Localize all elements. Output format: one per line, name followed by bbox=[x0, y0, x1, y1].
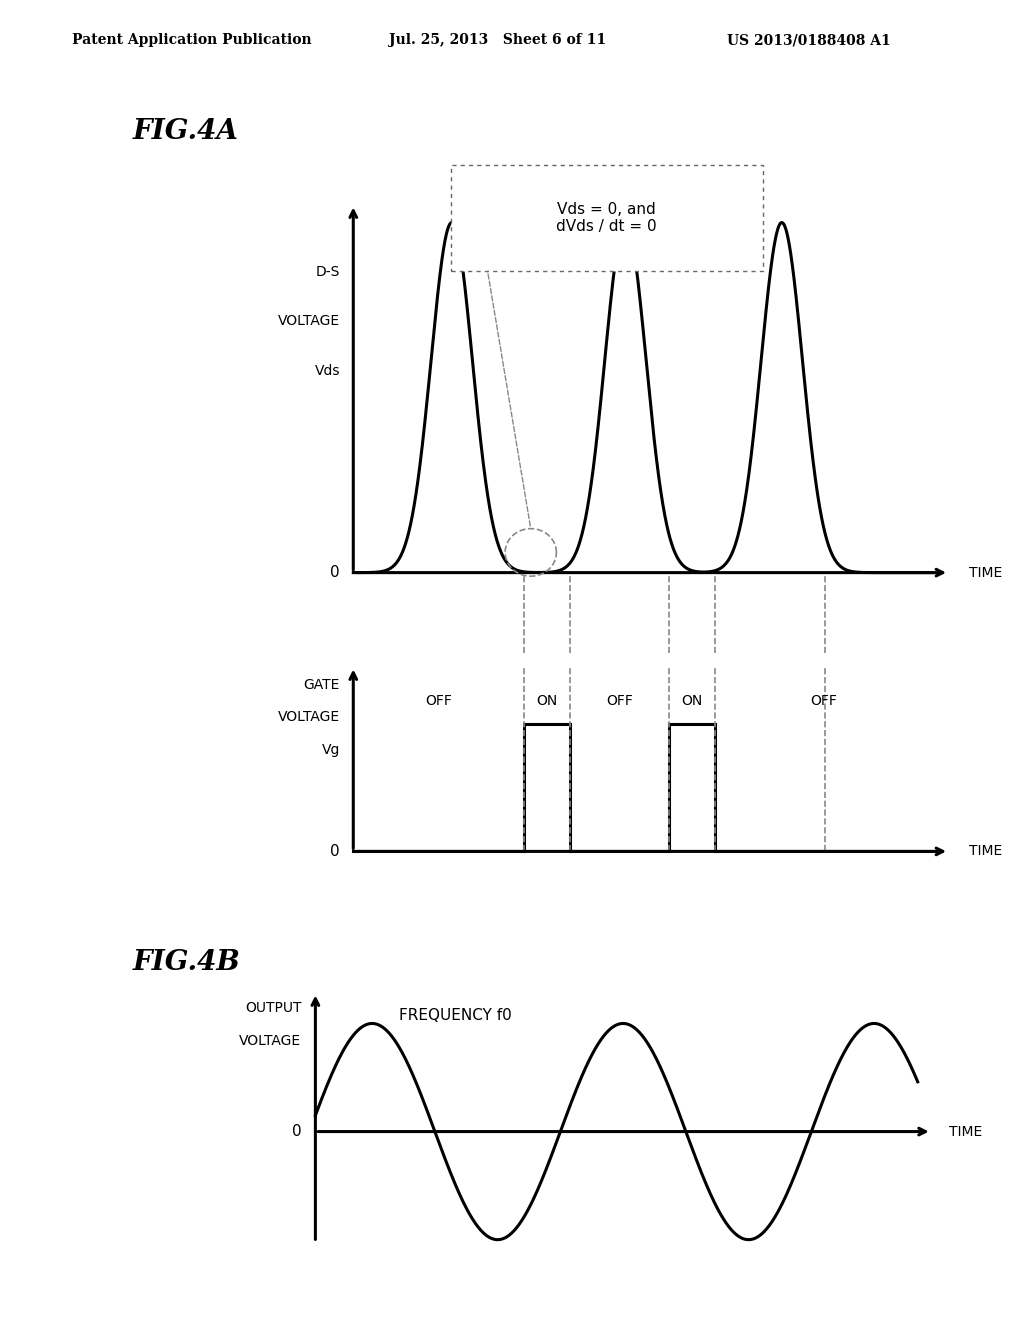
Text: FIG.4A: FIG.4A bbox=[133, 117, 239, 145]
Text: D-S: D-S bbox=[315, 265, 340, 279]
Text: 0: 0 bbox=[331, 565, 340, 579]
Text: FIG.4B: FIG.4B bbox=[133, 949, 241, 977]
Text: VOLTAGE: VOLTAGE bbox=[278, 314, 340, 329]
Text: OUTPUT: OUTPUT bbox=[245, 1001, 301, 1015]
Text: VOLTAGE: VOLTAGE bbox=[278, 710, 340, 725]
Text: OFF: OFF bbox=[606, 694, 633, 709]
Text: ON: ON bbox=[681, 694, 702, 709]
Text: VOLTAGE: VOLTAGE bbox=[240, 1035, 301, 1048]
Text: FREQUENCY f0: FREQUENCY f0 bbox=[399, 1008, 512, 1023]
Text: ON: ON bbox=[537, 694, 558, 709]
Text: 0: 0 bbox=[331, 843, 340, 859]
Text: Jul. 25, 2013   Sheet 6 of 11: Jul. 25, 2013 Sheet 6 of 11 bbox=[389, 33, 606, 48]
Text: OFF: OFF bbox=[810, 694, 838, 709]
Text: Vds: Vds bbox=[314, 363, 340, 378]
Text: 0: 0 bbox=[292, 1125, 301, 1139]
Text: TIME: TIME bbox=[949, 1125, 982, 1139]
Text: US 2013/0188408 A1: US 2013/0188408 A1 bbox=[727, 33, 891, 48]
Text: GATE: GATE bbox=[303, 678, 340, 692]
Text: OFF: OFF bbox=[425, 694, 453, 709]
Text: Vds = 0, and
dVds / dt = 0: Vds = 0, and dVds / dt = 0 bbox=[556, 202, 657, 234]
Text: TIME: TIME bbox=[969, 845, 1002, 858]
Text: Vg: Vg bbox=[322, 743, 340, 756]
Text: TIME: TIME bbox=[969, 565, 1002, 579]
Text: Patent Application Publication: Patent Application Publication bbox=[72, 33, 311, 48]
